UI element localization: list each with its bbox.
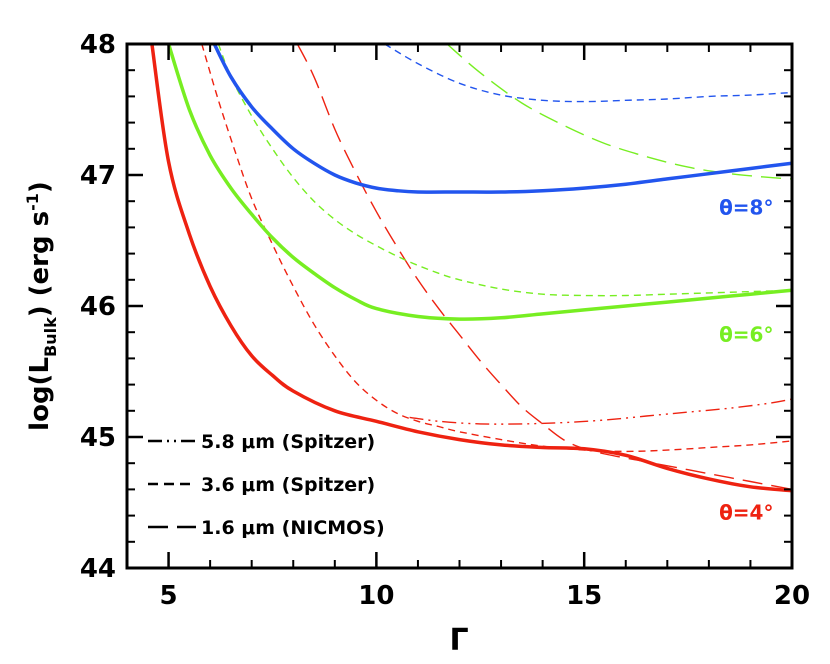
x-tick-label: 15 xyxy=(566,581,602,611)
y-tick-label: 47 xyxy=(80,161,116,191)
series-theta4-1.6um xyxy=(296,44,792,491)
series-theta8-bulk xyxy=(212,44,792,194)
y-tick-label: 46 xyxy=(80,292,116,322)
x-axis-title: Γ xyxy=(449,623,468,658)
tick-labels: 5 10 15 20 44 45 46 47 48 xyxy=(80,30,810,611)
y-axis-title-close: ) xyxy=(25,181,55,193)
curve-label-theta4: θ=4° xyxy=(719,501,773,525)
curve-label-theta6: θ=6° xyxy=(719,322,773,346)
y-axis-title-suffix: ) (erg s xyxy=(25,211,55,317)
y-tick-label: 45 xyxy=(80,423,116,453)
series-layer xyxy=(150,44,792,493)
ticks-layer xyxy=(126,42,794,570)
curve-labels: θ=8° θ=6° θ=4° xyxy=(719,195,773,524)
legend-item-dash-dot: 5.8 μm (Spitzer) xyxy=(148,431,375,453)
legend-label-short-dash: 3.6 μm (Spitzer) xyxy=(201,474,375,496)
legend-item-long-dash: 1.6 μm (NICMOS) xyxy=(148,517,385,539)
legend-item-short-dash: 3.6 μm (Spitzer) xyxy=(148,474,375,496)
series-theta4-bulk xyxy=(150,44,792,493)
legend-label-dash-dot: 5.8 μm (Spitzer) xyxy=(201,431,375,453)
x-tick-label: 20 xyxy=(774,581,810,611)
series-theta4-3.6um xyxy=(201,44,792,453)
series-theta4-5.8um xyxy=(409,398,792,425)
x-tick-label: 5 xyxy=(160,581,178,611)
y-axis-title-prefix: log(L xyxy=(25,357,55,431)
legend: 5.8 μm (Spitzer) 3.6 μm (Spitzer) 1.6 μm… xyxy=(148,431,385,539)
series-theta8-3.6um xyxy=(384,44,792,103)
curve-label-theta8: θ=8° xyxy=(719,195,773,219)
y-axis-title-subscript: Bulk xyxy=(41,317,60,357)
series-theta6-bulk xyxy=(166,44,792,321)
y-tick-label: 44 xyxy=(80,554,116,584)
y-axis-title: log(LBulk) (erg s-1) xyxy=(23,181,60,431)
legend-label-long-dash: 1.6 μm (NICMOS) xyxy=(201,517,385,539)
y-tick-label: 48 xyxy=(80,30,116,60)
y-axis-title-superscript: -1 xyxy=(23,193,42,211)
x-tick-label: 10 xyxy=(358,581,394,611)
series-theta6-1.6um xyxy=(446,44,792,180)
